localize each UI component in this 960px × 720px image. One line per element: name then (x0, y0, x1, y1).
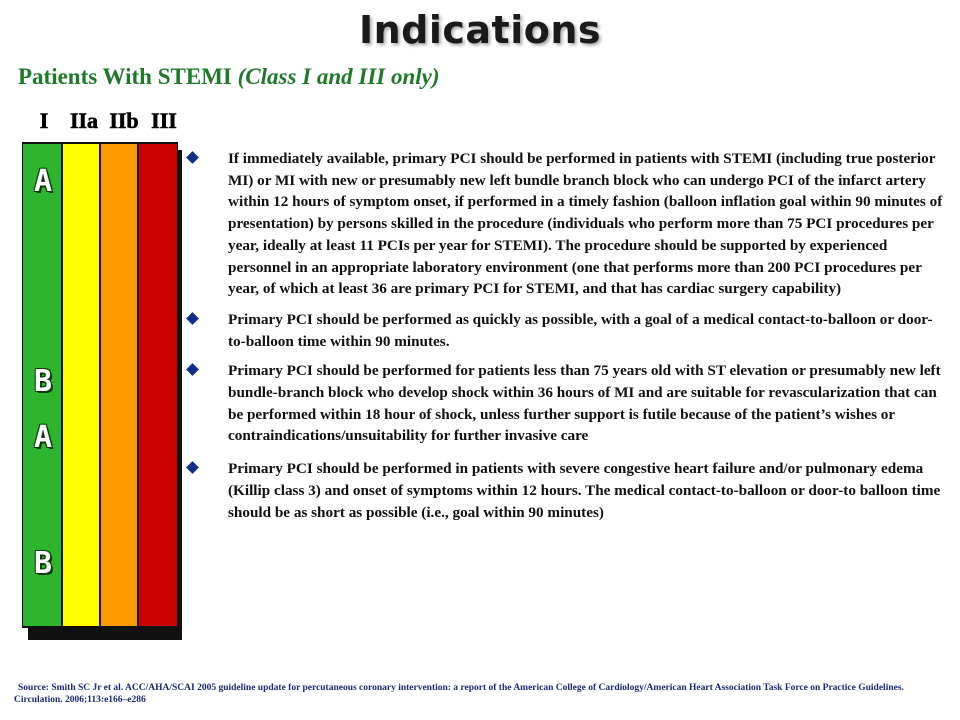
evidence-level-a-1: A (33, 164, 53, 199)
list-item: Primary PCI should be performed in patie… (186, 458, 956, 523)
diamond-bullet-icon (186, 151, 199, 164)
class-i-stripe (22, 142, 62, 628)
class-iia-stripe (62, 142, 100, 628)
subtitle-paren: (Class I and III only) (237, 64, 440, 89)
evidence-level-b-2: B (33, 546, 53, 581)
subtitle-main: Patients With STEMI (18, 64, 232, 89)
list-item: Primary PCI should be performed as quick… (186, 309, 956, 352)
diamond-bullet-icon (186, 312, 199, 325)
recommendation-list: If immediately available, primary PCI sh… (186, 148, 956, 532)
list-item: Primary PCI should be performed for pati… (186, 360, 956, 447)
class-label-iia: IIa (69, 108, 99, 134)
recommendation-text: Primary PCI should be performed as quick… (228, 310, 933, 350)
class-iib-stripe (100, 142, 138, 628)
class-iii-stripe (138, 142, 178, 628)
source-citation: Source: Smith SC Jr et al. ACC/AHA/SCAI … (14, 683, 904, 705)
recommendation-class-labels: I IIa IIb III (24, 108, 184, 136)
slide-subtitle: Patients With STEMI (Class I and III onl… (18, 64, 440, 90)
recommendation-text: Primary PCI should be performed for pati… (228, 362, 941, 445)
recommendation-text: If immediately available, primary PCI sh… (228, 150, 943, 298)
diamond-bullet-icon (186, 363, 199, 377)
class-label-iii: III (151, 108, 177, 134)
recommendation-class-chart: A B A B (22, 142, 178, 628)
class-label-i: I (39, 108, 49, 134)
slide-title: Indications (358, 8, 602, 52)
diamond-bullet-icon (186, 461, 199, 475)
evidence-level-b-1: B (33, 364, 53, 399)
class-label-iib: IIb (109, 108, 139, 134)
evidence-level-a-2: A (33, 420, 53, 455)
recommendation-text: Primary PCI should be performed in patie… (228, 460, 941, 521)
list-item: If immediately available, primary PCI sh… (186, 148, 956, 300)
